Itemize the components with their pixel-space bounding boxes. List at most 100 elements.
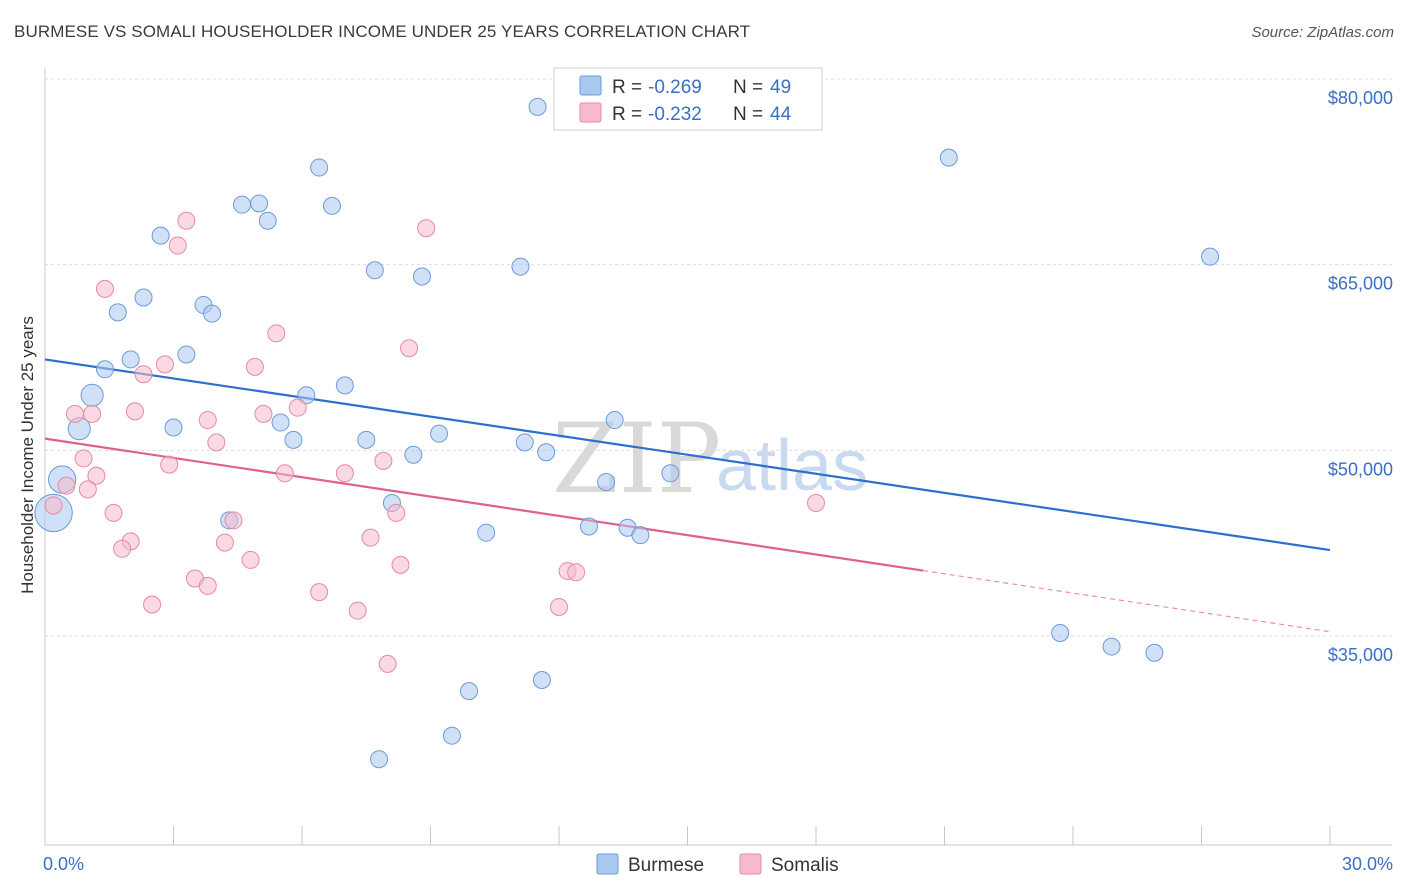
point-somalis bbox=[391, 555, 410, 574]
legend-n-value: 44 bbox=[770, 104, 792, 125]
legend-n-label: N = bbox=[733, 77, 763, 98]
point-burmese bbox=[442, 726, 461, 745]
chart-title: BURMESE VS SOMALI HOUSEHOLDER INCOME UND… bbox=[14, 22, 751, 41]
point-somalis bbox=[78, 480, 97, 499]
y-tick-label: $80,000 bbox=[1328, 88, 1393, 108]
point-somalis bbox=[215, 533, 234, 552]
point-burmese bbox=[404, 445, 423, 464]
point-somalis bbox=[83, 404, 102, 423]
point-burmese bbox=[579, 517, 598, 536]
point-somalis bbox=[74, 449, 93, 468]
point-somalis bbox=[125, 402, 144, 421]
watermark-zip: ZIP bbox=[552, 403, 721, 515]
point-burmese bbox=[631, 526, 650, 545]
point-somalis bbox=[254, 404, 273, 423]
legend-swatch-burmese bbox=[579, 75, 602, 96]
point-somalis bbox=[310, 583, 329, 602]
point-somalis bbox=[143, 595, 162, 614]
point-somalis bbox=[134, 365, 153, 384]
gridlines: $80,000 $65,000 $50,000 $35,000 bbox=[45, 78, 1393, 665]
point-somalis bbox=[267, 324, 286, 343]
point-burmese bbox=[258, 211, 277, 230]
point-somalis bbox=[807, 493, 825, 512]
point-somalis bbox=[155, 355, 174, 374]
point-somalis bbox=[348, 601, 367, 620]
point-somalis bbox=[567, 563, 586, 582]
point-burmese bbox=[370, 750, 389, 769]
trend-lines bbox=[44, 358, 1331, 633]
point-somalis bbox=[113, 539, 132, 558]
trend-line-extension-somalis bbox=[922, 569, 1331, 633]
series-legend-label-burmese: Burmese bbox=[628, 855, 704, 876]
point-somalis bbox=[65, 404, 84, 423]
point-burmese bbox=[121, 350, 140, 369]
point-burmese bbox=[297, 386, 316, 405]
point-somalis bbox=[361, 528, 380, 547]
point-somalis bbox=[87, 466, 106, 485]
point-somalis bbox=[374, 451, 393, 470]
point-burmese bbox=[939, 148, 958, 167]
point-burmese bbox=[532, 670, 551, 689]
point-burmese bbox=[597, 472, 616, 491]
point-burmese bbox=[528, 97, 547, 116]
point-somalis bbox=[160, 455, 179, 474]
series-legend-label-somalis: Somalis bbox=[771, 855, 839, 876]
point-somalis bbox=[335, 464, 354, 483]
series-legend: Burmese Somalis bbox=[596, 853, 839, 876]
legend-r-value: -0.232 bbox=[648, 104, 702, 125]
point-burmese bbox=[357, 430, 376, 449]
point-somalis bbox=[95, 279, 114, 298]
legend-r-label: R = bbox=[612, 77, 642, 98]
point-somalis bbox=[168, 236, 187, 255]
point-somalis bbox=[417, 219, 436, 238]
legend-n-label: N = bbox=[733, 104, 763, 125]
point-somalis bbox=[378, 654, 397, 673]
point-somalis bbox=[198, 411, 217, 430]
point-burmese bbox=[271, 413, 290, 432]
point-burmese bbox=[95, 360, 114, 379]
legend-n-value: 49 bbox=[770, 77, 791, 98]
point-burmese bbox=[537, 443, 556, 462]
watermark: ZIP atlas bbox=[552, 403, 868, 515]
trend-line-somalis bbox=[44, 437, 924, 572]
point-somalis bbox=[245, 357, 264, 376]
point-burmese bbox=[605, 411, 624, 430]
point-burmese bbox=[134, 288, 153, 307]
point-somalis bbox=[224, 511, 243, 530]
point-burmese bbox=[164, 418, 183, 437]
point-burmese bbox=[151, 226, 170, 245]
point-somalis bbox=[207, 433, 226, 452]
point-somalis bbox=[387, 503, 406, 522]
point-burmese bbox=[661, 464, 680, 483]
point-burmese bbox=[310, 158, 329, 177]
correlation-legend: R = -0.269 N = 49 R = -0.232 N = 44 bbox=[553, 67, 823, 131]
x-tick-label: 30.0% bbox=[1342, 854, 1393, 874]
series-legend-swatch-somalis bbox=[739, 853, 762, 875]
data-points bbox=[34, 97, 1220, 769]
legend-r-label: R = bbox=[612, 104, 642, 125]
point-somalis bbox=[275, 464, 294, 483]
point-burmese bbox=[460, 682, 479, 701]
point-burmese bbox=[430, 424, 449, 443]
point-burmese bbox=[515, 433, 534, 452]
point-somalis bbox=[241, 550, 260, 569]
point-somalis bbox=[177, 211, 196, 230]
x-tick-label: 0.0% bbox=[43, 854, 84, 874]
point-somalis bbox=[57, 476, 76, 495]
series-legend-swatch-burmese bbox=[596, 853, 619, 875]
y-tick-label: $35,000 bbox=[1328, 645, 1393, 665]
point-burmese bbox=[1051, 623, 1070, 642]
point-burmese bbox=[477, 523, 496, 542]
point-burmese bbox=[511, 257, 530, 276]
point-burmese bbox=[233, 195, 252, 214]
axes: 0.0% 30.0% bbox=[43, 68, 1393, 874]
legend-swatch-somalis bbox=[579, 102, 602, 123]
point-somalis bbox=[400, 339, 419, 358]
point-burmese bbox=[203, 304, 222, 323]
point-burmese bbox=[177, 345, 196, 364]
point-somalis bbox=[104, 503, 123, 522]
y-tick-label: $65,000 bbox=[1328, 274, 1393, 294]
watermark-atlas: atlas bbox=[716, 426, 868, 506]
point-burmese bbox=[412, 267, 431, 286]
